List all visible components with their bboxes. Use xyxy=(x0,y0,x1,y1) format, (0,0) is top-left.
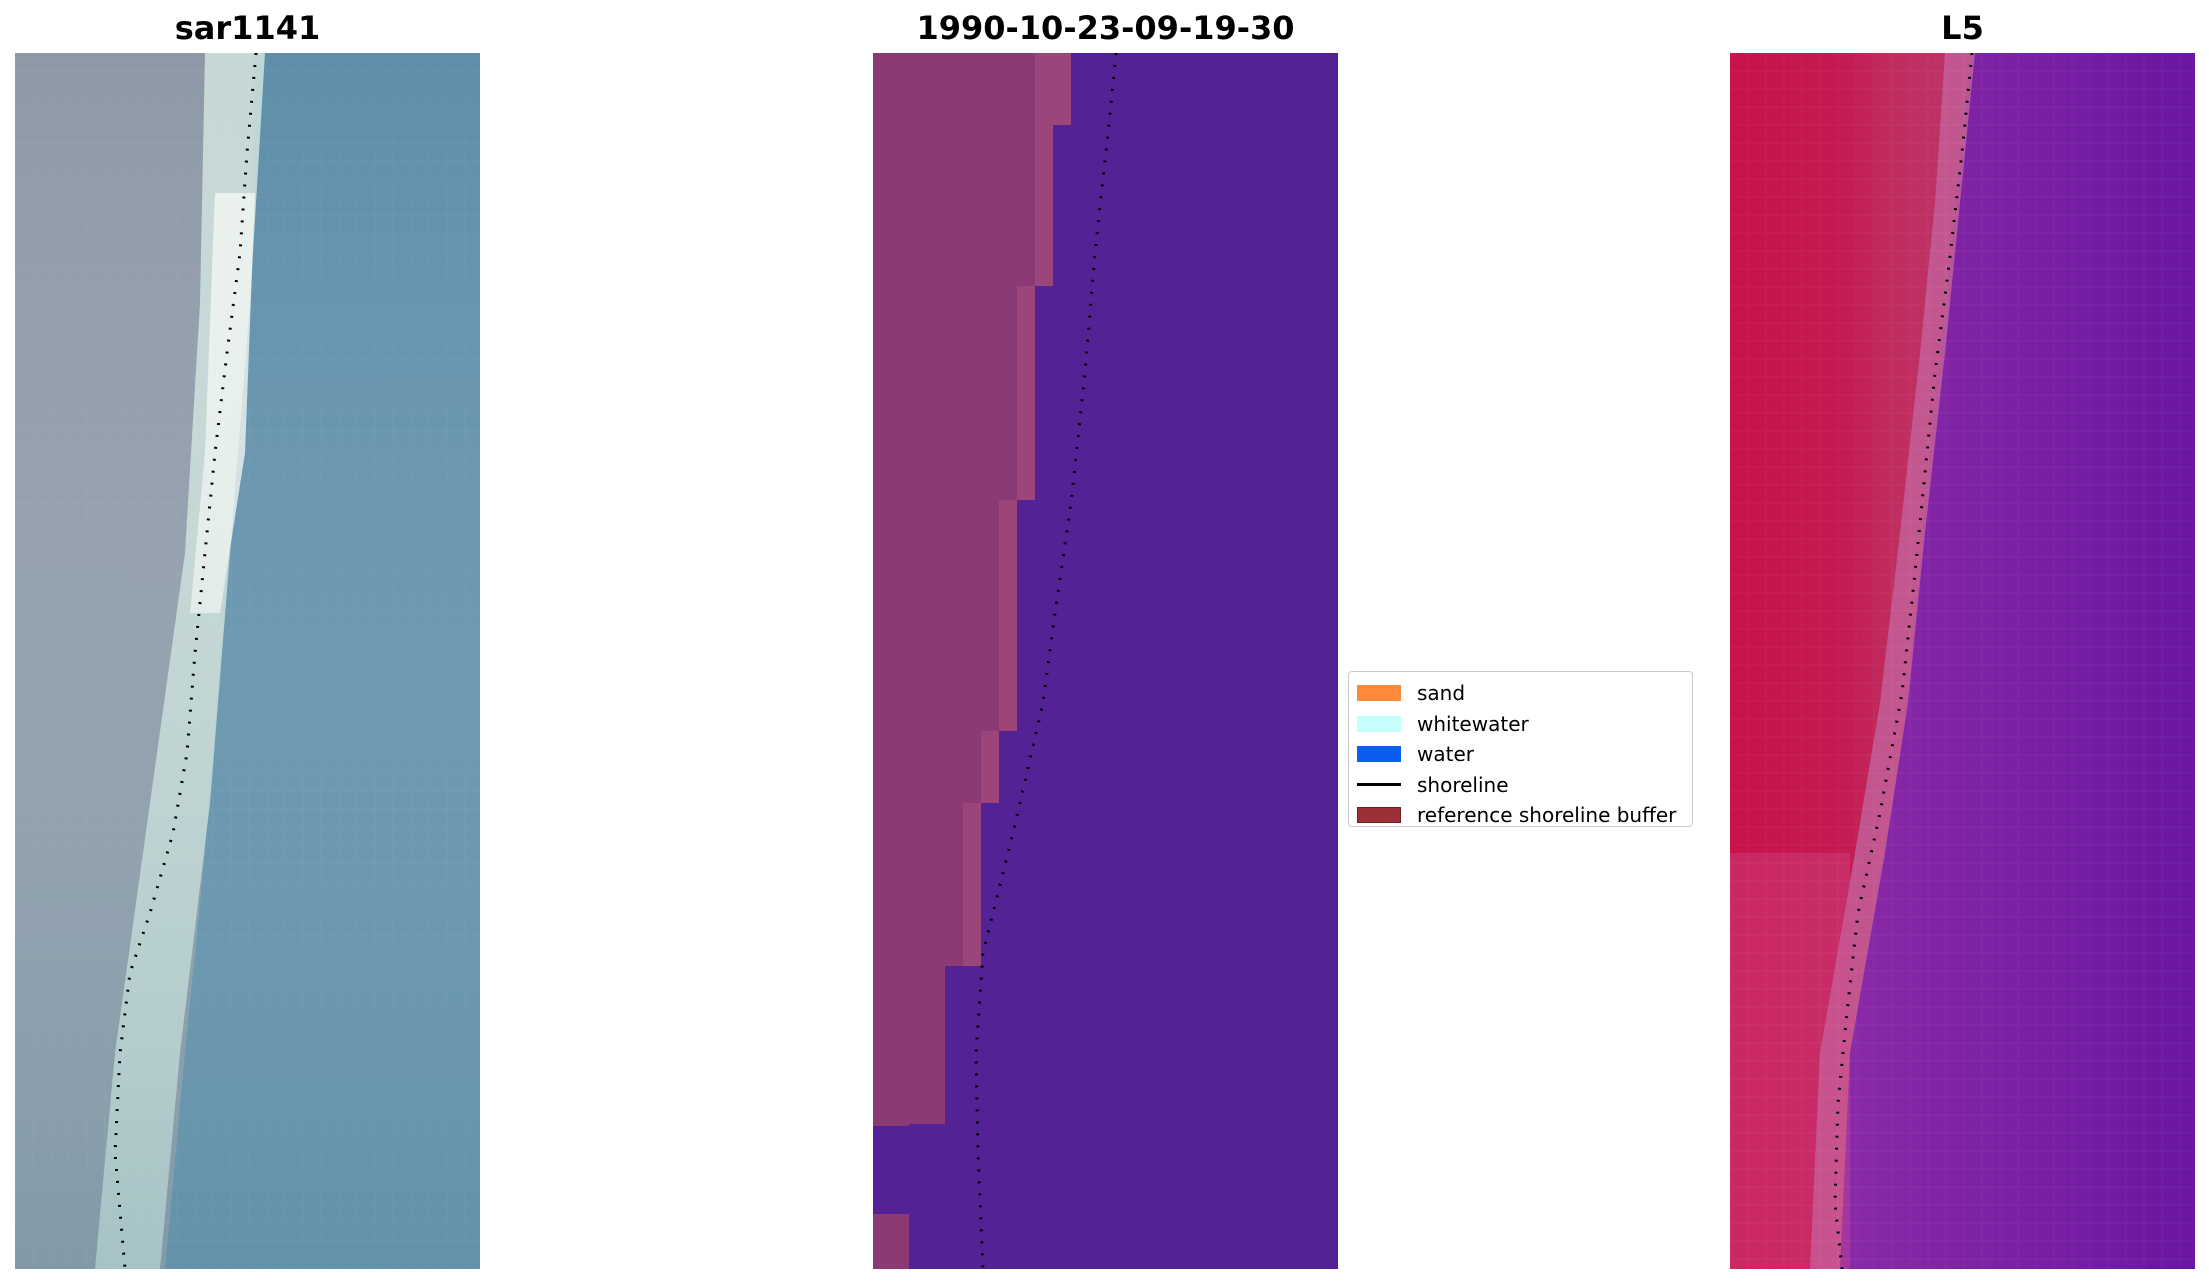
classified-image-panel xyxy=(873,53,1338,1269)
legend-item-reference-buffer: reference shoreline buffer xyxy=(1357,800,1692,831)
classified-water-notch xyxy=(873,1126,909,1214)
legend-item-whitewater: whitewater xyxy=(1357,709,1692,740)
legend-swatch-whitewater xyxy=(1357,715,1401,732)
shoreline-line xyxy=(974,53,1118,1269)
legend-label: water xyxy=(1417,742,1474,767)
legend: sand whitewater water shoreline referenc… xyxy=(1348,671,1693,827)
panel-title-l5: L5 xyxy=(1941,9,1984,47)
legend-label: reference shoreline buffer xyxy=(1417,803,1677,828)
legend-swatch-sand xyxy=(1357,685,1401,702)
panel-title-sar1141: sar1141 xyxy=(174,9,321,47)
legend-line-shoreline xyxy=(1357,783,1401,787)
legend-label: shoreline xyxy=(1417,772,1509,797)
legend-item-shoreline: shoreline xyxy=(1357,770,1692,801)
legend-swatch-water xyxy=(1357,746,1401,763)
water-index-image-panel xyxy=(1730,53,2195,1269)
shoreline-line xyxy=(113,53,258,1269)
reference-buffer-edge xyxy=(963,53,1071,966)
legend-item-water: water xyxy=(1357,739,1692,770)
legend-label: whitewater xyxy=(1417,711,1529,736)
legend-item-sand: sand xyxy=(1357,678,1692,709)
panel-title-date: 1990-10-23-09-19-30 xyxy=(916,9,1295,47)
rgb-image-panel xyxy=(15,53,480,1269)
legend-swatch-reference-buffer xyxy=(1357,807,1401,824)
rgb-image xyxy=(15,53,480,1269)
legend-label: sand xyxy=(1417,681,1466,706)
classified-image xyxy=(873,53,1338,1269)
water-index-image xyxy=(1730,53,2195,1269)
